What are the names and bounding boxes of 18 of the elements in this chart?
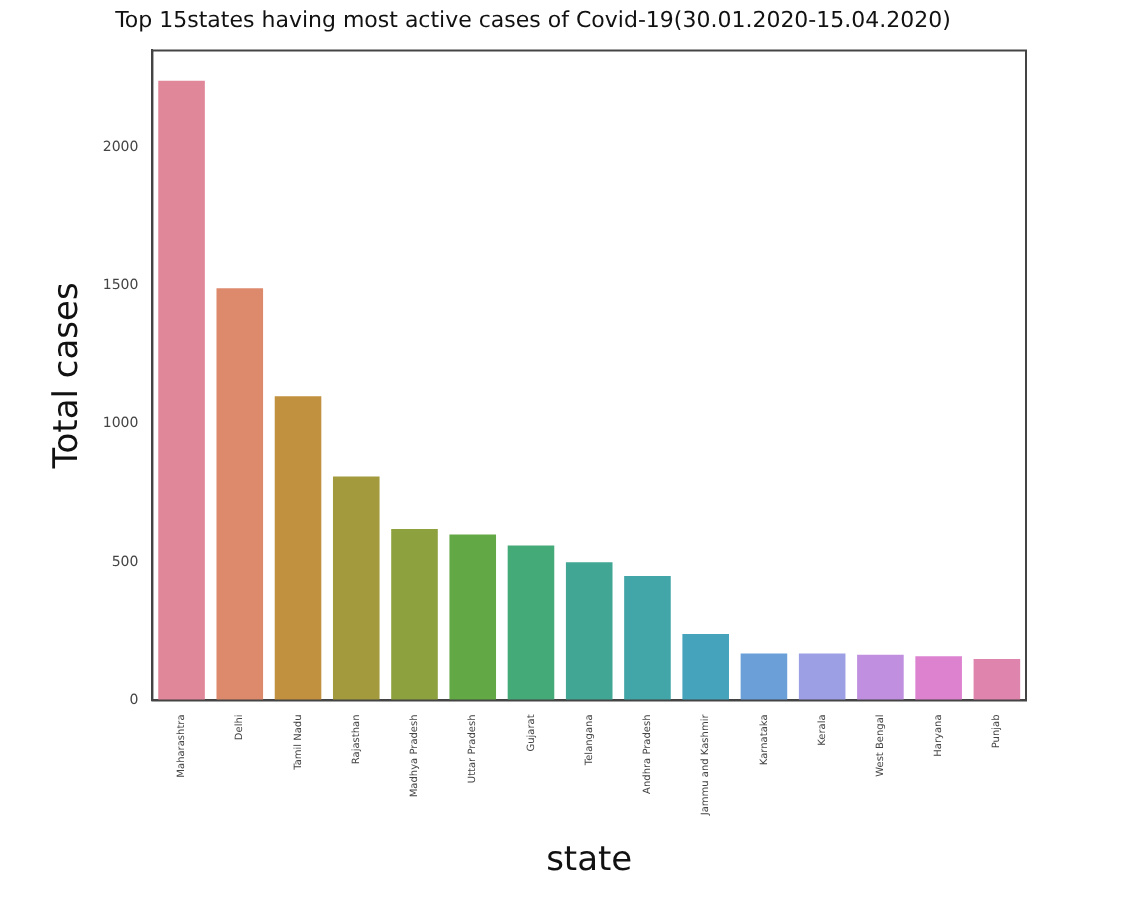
bar xyxy=(507,545,555,701)
bar xyxy=(332,476,380,701)
bar xyxy=(216,288,264,701)
bar xyxy=(449,534,497,701)
x-axis-title: state xyxy=(546,840,633,881)
bar xyxy=(798,653,846,701)
y-axis-title: Total cases xyxy=(47,282,88,471)
bar xyxy=(274,396,322,701)
bar xyxy=(973,658,1021,701)
bar xyxy=(158,80,205,701)
bar xyxy=(565,562,613,701)
bar xyxy=(391,528,438,701)
bar xyxy=(915,656,962,701)
bar xyxy=(624,575,671,701)
bar xyxy=(682,634,729,701)
chart-title: Top 15states having most active cases of Covid-19(30.01.2020-15.04.2020) xyxy=(113,6,951,33)
bar xyxy=(740,653,788,701)
bar xyxy=(857,654,904,701)
